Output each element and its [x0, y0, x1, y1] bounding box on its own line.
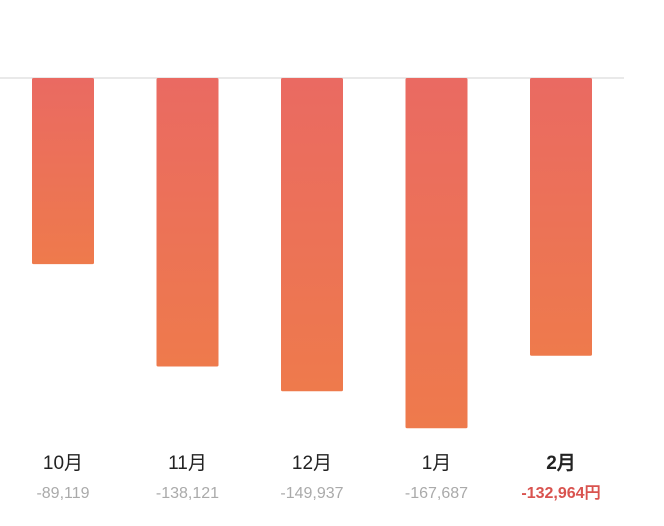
- value-label: -89,119: [36, 485, 89, 502]
- bar: [530, 78, 592, 356]
- bar: [32, 78, 94, 265]
- value-label: -132,964円: [521, 484, 600, 502]
- value-label: -149,937: [280, 485, 343, 502]
- bar: [156, 78, 219, 367]
- x-tick-label: 1月: [422, 453, 452, 474]
- x-tick-label: 11月: [168, 453, 207, 474]
- value-label: -167,687: [405, 485, 468, 502]
- x-tick-label: 10月: [43, 453, 83, 474]
- x-tick-label: 2月: [546, 453, 576, 474]
- bar: [281, 78, 343, 392]
- x-tick-label: 12月: [292, 453, 332, 474]
- value-label: -138,121: [156, 485, 219, 502]
- bar: [405, 78, 468, 429]
